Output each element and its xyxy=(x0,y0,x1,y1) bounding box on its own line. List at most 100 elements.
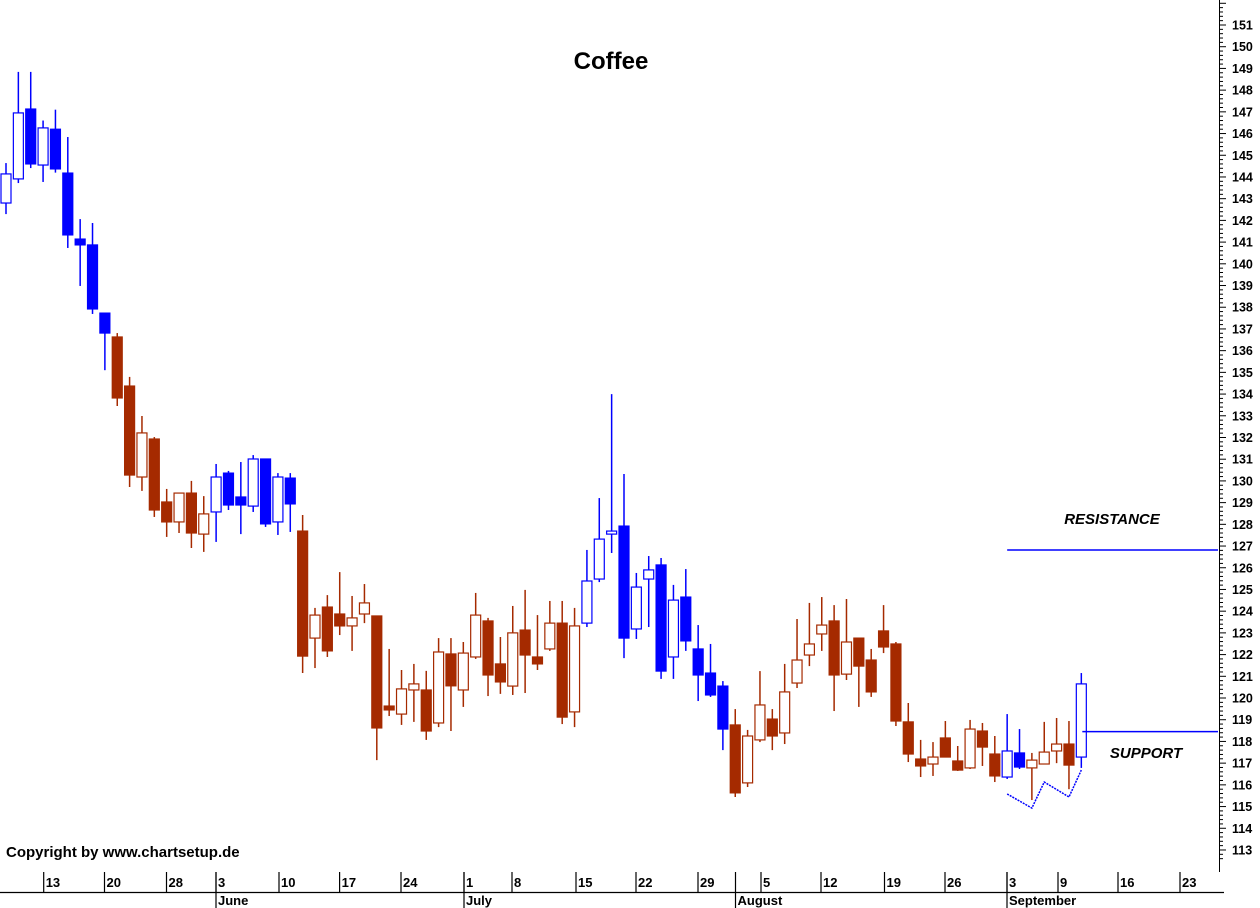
y-tick-label: 136 xyxy=(1232,344,1253,358)
candle-body-up xyxy=(741,735,754,784)
candle-body-down xyxy=(717,685,729,730)
candle xyxy=(828,605,840,712)
candle-body-up xyxy=(37,127,49,166)
x-day-label: 17 xyxy=(342,875,356,890)
candle-body-down xyxy=(519,629,531,656)
candle-body-down xyxy=(976,730,989,748)
candles-group xyxy=(0,71,1087,801)
candle xyxy=(618,473,630,659)
candle xyxy=(371,615,383,761)
y-tick-label: 113 xyxy=(1232,843,1252,857)
candle xyxy=(989,736,1001,783)
candle-body-down xyxy=(915,758,927,767)
candle xyxy=(284,473,296,532)
x-day-label: 22 xyxy=(638,875,652,890)
candle xyxy=(482,617,494,697)
candle-body-up xyxy=(433,651,445,724)
trendline xyxy=(1006,769,1083,810)
candle xyxy=(433,638,445,728)
candle-body-up xyxy=(136,432,148,478)
candle-body-down xyxy=(1013,752,1026,768)
candle xyxy=(161,488,173,537)
y-tick-label: 125 xyxy=(1232,583,1253,597)
candle-body-down xyxy=(222,472,235,506)
candle-body-up xyxy=(12,112,24,180)
candle xyxy=(692,625,704,702)
x-day-label: 5 xyxy=(763,875,770,890)
x-day-label: 23 xyxy=(1182,875,1196,890)
candle xyxy=(173,492,185,534)
candle-body-down xyxy=(865,659,877,693)
candle xyxy=(0,163,12,215)
candle-body-down xyxy=(62,172,74,236)
candle-body-down xyxy=(111,336,123,399)
y-tick-label: 148 xyxy=(1232,84,1253,98)
candle-body-up xyxy=(630,586,642,630)
candle xyxy=(408,663,420,722)
y-tick-label: 141 xyxy=(1232,236,1253,250)
x-month-label: July xyxy=(466,893,493,908)
candle-body-up xyxy=(816,624,828,635)
candle-body-down xyxy=(853,637,865,667)
candle-body-down xyxy=(680,596,692,642)
candle xyxy=(457,641,469,707)
x-month-label: June xyxy=(218,893,248,908)
candle-body-up xyxy=(606,530,618,535)
candle xyxy=(247,455,259,512)
candle-body-up xyxy=(1075,683,1087,758)
candle-body-up xyxy=(840,641,853,675)
candle xyxy=(840,599,853,680)
candle-body-down xyxy=(383,705,395,711)
candle xyxy=(470,592,482,659)
candle xyxy=(37,120,49,182)
candle-body-down xyxy=(371,615,383,729)
candle-body-up xyxy=(210,476,222,513)
y-tick-label: 142 xyxy=(1232,214,1253,228)
candle-body-up xyxy=(507,632,519,687)
candle xyxy=(1050,717,1063,764)
y-tick-label: 143 xyxy=(1232,192,1253,206)
candle-body-up xyxy=(754,704,766,741)
candle xyxy=(111,333,123,407)
candle-body-up xyxy=(1050,743,1063,752)
y-tick-label: 133 xyxy=(1232,409,1253,423)
candle xyxy=(952,745,964,771)
candle xyxy=(494,637,506,694)
candle xyxy=(643,556,655,628)
x-day-label: 24 xyxy=(403,875,418,890)
candle-body-down xyxy=(902,721,914,755)
candle xyxy=(593,498,605,583)
y-tick-label: 147 xyxy=(1232,105,1253,119)
candle-body-up xyxy=(568,625,581,713)
candle-body-down xyxy=(494,663,506,683)
x-day-label: 12 xyxy=(823,875,837,890)
candle-body-up xyxy=(309,614,321,639)
y-tick-label: 122 xyxy=(1232,648,1253,662)
candle xyxy=(630,572,642,639)
candle-body-down xyxy=(49,128,62,170)
candle xyxy=(964,719,976,770)
candle xyxy=(927,742,939,776)
y-tick-label: 115 xyxy=(1232,800,1252,814)
candle-body-up xyxy=(667,599,680,658)
candle xyxy=(606,394,618,553)
x-day-label: 29 xyxy=(700,875,714,890)
x-month-label: September xyxy=(1009,893,1076,908)
candle-body-down xyxy=(25,108,37,165)
candle-body-down xyxy=(235,496,247,506)
x-day-label: 13 xyxy=(46,875,60,890)
candle xyxy=(680,569,692,651)
y-tick-label: 144 xyxy=(1232,170,1253,184)
candle-body-up xyxy=(581,580,593,624)
y-tick-label: 121 xyxy=(1232,670,1253,684)
candle xyxy=(334,572,346,636)
candle-body-down xyxy=(655,564,667,672)
x-day-label: 1 xyxy=(466,875,473,890)
candle xyxy=(655,557,667,679)
candle-body-up xyxy=(964,728,976,769)
candle xyxy=(272,473,284,535)
candle-body-down xyxy=(766,718,778,737)
candle xyxy=(25,71,37,169)
annotations-group: RESISTANCE SUPPORT xyxy=(1006,511,1218,810)
candle xyxy=(877,605,890,654)
